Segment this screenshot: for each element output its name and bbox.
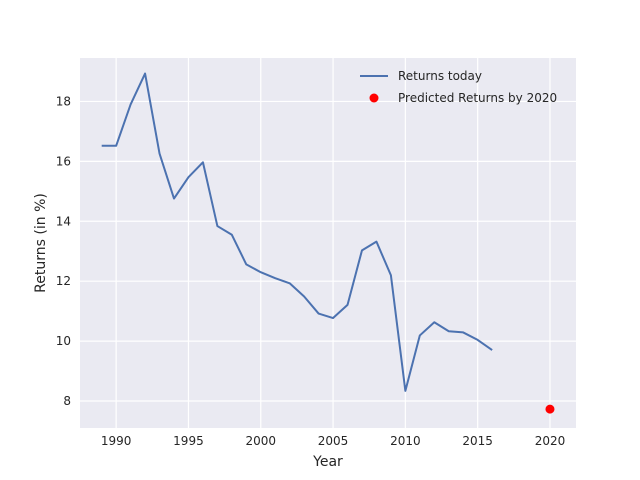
y-tick-label: 10 [56,334,71,348]
x-tick-label: 2000 [245,434,276,448]
y-tick-label: 16 [56,154,71,168]
x-axis-label: Year [312,454,343,470]
x-tick-label: 2015 [462,434,493,448]
data-point-predicted-returns [545,404,555,414]
plot-background [80,58,576,428]
x-tick-label: 1995 [173,434,204,448]
y-tick-label: 12 [56,274,71,288]
legend: Returns today Predicted Returns by 2020 [360,69,557,105]
y-tick-labels: 8 10 12 14 16 18 [56,94,71,408]
y-tick-label: 8 [63,394,71,408]
x-tick-label: 1990 [101,434,132,448]
y-tick-label: 14 [56,214,71,228]
legend-point-swatch [369,93,379,103]
y-tick-label: 18 [56,94,71,108]
series-layer [101,72,555,414]
legend-label-predicted-returns: Predicted Returns by 2020 [398,91,557,105]
x-tick-label: 2010 [390,434,421,448]
x-gridlines [115,58,551,428]
y-axis-label: Returns (in %) [33,193,49,293]
x-tick-label: 2020 [535,434,566,448]
x-tick-labels: 1990 1995 2000 2005 2010 2015 2020 [101,434,565,448]
series-line-returns-today [101,72,493,392]
x-tick-label: 2005 [318,434,349,448]
legend-label-returns-today: Returns today [398,69,482,83]
